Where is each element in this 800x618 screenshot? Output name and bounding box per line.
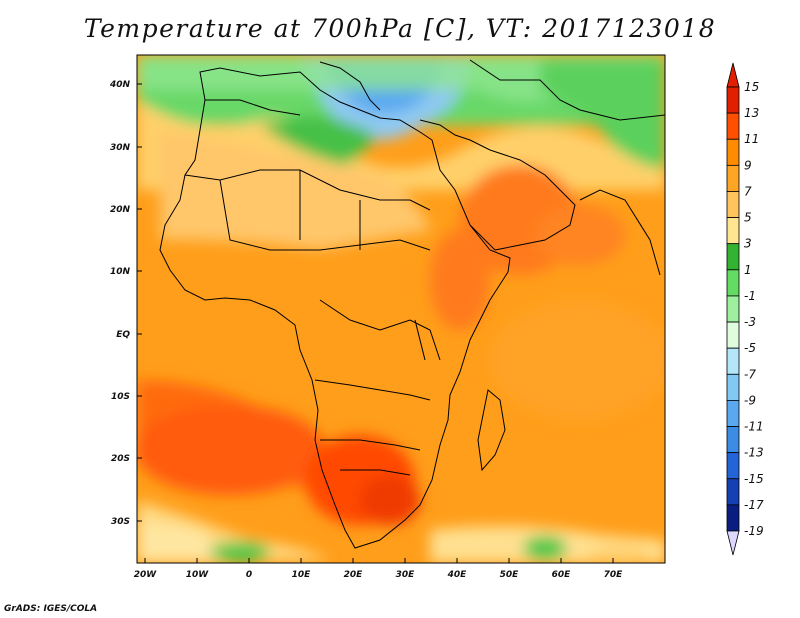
- colorbar-swatch: [726, 321, 740, 349]
- colorbar-label: -17: [744, 498, 764, 512]
- lat-label: 10S: [111, 392, 130, 402]
- lon-label: 60E: [552, 570, 572, 580]
- colorbar-label: -3: [744, 315, 756, 329]
- lon-label: 20W: [134, 570, 158, 580]
- lon-label: 40E: [447, 570, 468, 580]
- colorbar-label: -1: [744, 289, 756, 303]
- colorbar-label: -13: [744, 446, 764, 460]
- lon-label: 20E: [344, 570, 364, 580]
- colorbar-swatch: [726, 217, 740, 245]
- lon-label: 50E: [500, 570, 520, 580]
- colorbar-swatch: [726, 426, 740, 454]
- colorbar-label: 9: [744, 158, 752, 172]
- colorbar-swatch: [726, 191, 740, 218]
- map-title: Temperature at 700hPa [C], VT: 201712301…: [83, 14, 717, 43]
- longitude-axis: 20W 10W 0 10E 20E 30E 40E 50E 60E 70E: [134, 558, 623, 580]
- colorbar-swatch: [726, 269, 740, 297]
- colorbar-label: -5: [744, 341, 756, 355]
- lat-label: 20N: [110, 205, 131, 215]
- lat-label: 20S: [111, 454, 130, 464]
- colorbar-swatch: [726, 164, 740, 192]
- colorbar-label: -15: [744, 472, 764, 486]
- colorbar-swatch: [726, 243, 740, 271]
- lat-label: 40N: [109, 80, 131, 90]
- colorbar-swatch: [726, 86, 740, 114]
- grads-credit: GrADS: IGES/COLA: [4, 604, 98, 614]
- lon-label: 10E: [292, 570, 312, 580]
- colorbar-swatch: [726, 347, 740, 375]
- colorbar-label: 11: [744, 132, 759, 146]
- lon-label: 0: [246, 570, 252, 580]
- colorbar-top-arrow: [726, 62, 740, 88]
- colorbar-label: -11: [744, 420, 764, 434]
- colorbar: 15 13 11 9 7 5 3 1 -1 -3 -5 -7 -9 -11 -13 -15 -17 -19: [726, 62, 764, 556]
- lat-label: EQ: [116, 330, 130, 340]
- colorbar-label: 7: [744, 184, 752, 198]
- colorbar-label: 13: [744, 106, 759, 120]
- coastlines: [159, 59, 665, 549]
- lon-label: 30E: [396, 570, 416, 580]
- colorbar-swatch: [726, 138, 740, 166]
- colorbar-swatch: [726, 295, 740, 323]
- colorbar-swatch: [726, 504, 740, 532]
- colorbar-swatch: [726, 478, 740, 506]
- colorbar-swatch: [726, 373, 740, 401]
- lat-label: 30S: [111, 517, 130, 527]
- latitude-axis: 40N 30N 20N 10N EQ 10S 20S 30S: [109, 80, 142, 527]
- lat-label: 10N: [110, 267, 131, 277]
- lat-label: 30N: [110, 143, 131, 153]
- colorbar-label: -7: [744, 367, 756, 381]
- colorbar-swatch: [726, 400, 740, 427]
- colorbar-label: 15: [744, 80, 759, 94]
- colorbar-label: -19: [744, 524, 764, 538]
- temperature-field: [137, 55, 665, 563]
- colorbar-swatch: [726, 112, 740, 140]
- colorbar-label: 1: [744, 263, 752, 277]
- lon-label: 10W: [186, 570, 210, 580]
- colorbar-label: 5: [744, 211, 752, 225]
- map-frame: [136, 54, 666, 564]
- colorbar-swatch: [726, 452, 740, 480]
- colorbar-bottom-arrow: [726, 530, 740, 556]
- colorbar-label: 3: [744, 237, 752, 251]
- lon-label: 70E: [604, 570, 624, 580]
- colorbar-label: -9: [744, 393, 756, 407]
